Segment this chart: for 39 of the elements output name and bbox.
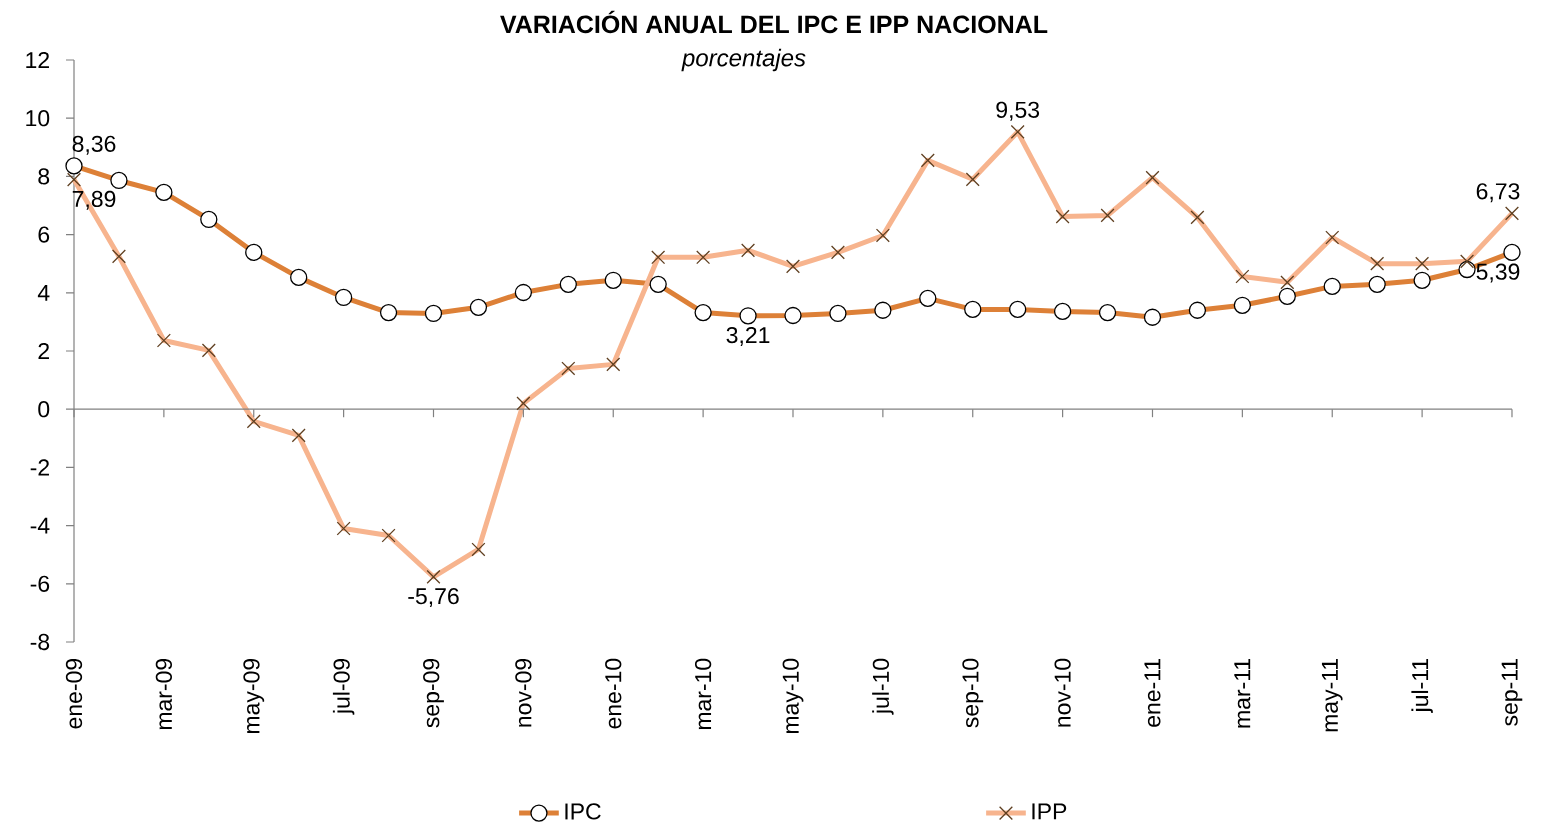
legend-label: IPP bbox=[1032, 803, 1067, 820]
x-tick-label: sep-10 bbox=[962, 658, 984, 728]
x-tick-label: sep-11 bbox=[1501, 658, 1523, 726]
x-tick-label: sep-09 bbox=[423, 658, 444, 728]
data-label: 5,39 bbox=[1476, 263, 1520, 283]
legend-label: IPC bbox=[565, 803, 601, 820]
data-label: 6,73 bbox=[1476, 183, 1520, 203]
y-tick-label: -8 bbox=[30, 633, 50, 651]
x-tick-label: jul-09 bbox=[332, 658, 355, 715]
y-tick-label: 6 bbox=[38, 226, 50, 243]
data-label: 8,36 bbox=[72, 135, 116, 155]
y-tick-label: -2 bbox=[30, 459, 49, 476]
x-tick-label: mar-09 bbox=[155, 658, 173, 730]
y-tick-label: 0 bbox=[38, 401, 50, 418]
x-tick-label: nov-09 bbox=[515, 658, 532, 727]
y-tick-label: 10 bbox=[26, 110, 50, 127]
x-tick-label: may-11 bbox=[1321, 658, 1343, 732]
x-tick-label: may-10 bbox=[782, 658, 804, 734]
x-tick-label: may-09 bbox=[243, 658, 265, 734]
data-label: 7,89 bbox=[72, 190, 116, 210]
x-tick-label: jul-11 bbox=[1411, 659, 1433, 713]
y-tick-label: 2 bbox=[38, 342, 49, 360]
x-tick-label: jul-10 bbox=[872, 658, 894, 715]
y-tick-label: -4 bbox=[30, 517, 50, 534]
y-tick-label: 8 bbox=[38, 168, 50, 185]
y-tick-label: 12 bbox=[26, 51, 49, 69]
data-label: -5,76 bbox=[408, 588, 459, 608]
chart-title: VARIACIÓN ANUAL DEL IPC E IPP NACIONAL bbox=[500, 10, 1048, 34]
x-tick-label: ene-11 bbox=[1144, 659, 1161, 727]
x-tick-label: ene-09 bbox=[65, 658, 83, 729]
chart-subtitle: porcentajes bbox=[681, 48, 806, 72]
y-tick-label: -6 bbox=[30, 575, 50, 592]
x-tick-label: ene-10 bbox=[605, 658, 622, 729]
data-label: 3,21 bbox=[726, 326, 770, 346]
data-label: 9,53 bbox=[996, 101, 1040, 121]
x-tick-label: mar-11 bbox=[1234, 658, 1251, 728]
x-tick-label: mar-10 bbox=[694, 658, 712, 730]
x-tick-label: nov-10 bbox=[1054, 658, 1071, 727]
y-tick-label: 4 bbox=[37, 284, 50, 301]
